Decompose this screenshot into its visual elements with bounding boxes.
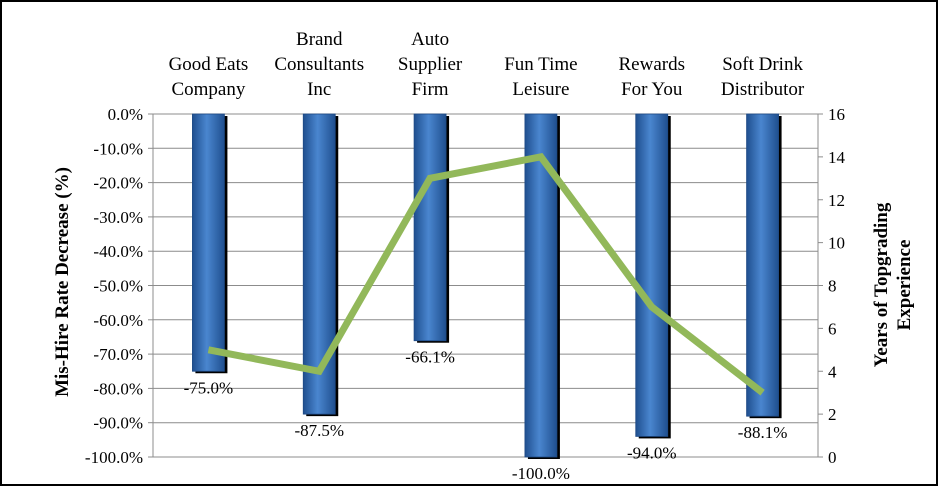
y-left-tick-label: -50.0% bbox=[93, 277, 143, 296]
bar-data-label: -88.1% bbox=[738, 423, 788, 442]
category-label: Brand Consultants Inc bbox=[274, 29, 364, 100]
bar-data-label: -66.1% bbox=[405, 348, 455, 367]
line-series bbox=[207, 153, 765, 396]
y-left-tick-label: -60.0% bbox=[93, 311, 143, 330]
category-label-line: Distributor bbox=[721, 79, 805, 100]
y-right-tick-label: 10 bbox=[828, 234, 845, 253]
y-left-tick-label: -30.0% bbox=[93, 208, 143, 227]
category-label-line: Consultants bbox=[274, 54, 364, 75]
bar bbox=[302, 113, 336, 415]
category-label-line: Soft Drink bbox=[722, 54, 803, 75]
y-left-tick-label: -70.0% bbox=[93, 345, 143, 364]
y-right-tick-label: 8 bbox=[828, 277, 837, 296]
y-right-tick-label: 6 bbox=[828, 319, 837, 338]
bar bbox=[192, 113, 225, 372]
y-left-tick-label: -10.0% bbox=[93, 139, 143, 158]
bar bbox=[524, 113, 558, 458]
bar-data-label: -75.0% bbox=[184, 378, 234, 397]
category-label-line: Leisure bbox=[512, 79, 569, 100]
y-left-tick-label: -90.0% bbox=[93, 414, 143, 433]
category-label: Good Eats Company bbox=[169, 54, 249, 100]
category-label-line: Fun Time bbox=[504, 54, 577, 75]
y-left-tick-label: -20.0% bbox=[93, 174, 143, 193]
y-left-tick-label: 0.0% bbox=[108, 105, 143, 124]
category-label-line: Rewards bbox=[619, 54, 685, 75]
y-right-axis-title: Years of Topgrading Experience bbox=[871, 202, 915, 367]
y-left-tick-label: -80.0% bbox=[93, 379, 143, 398]
y-right-tick-label: 4 bbox=[828, 362, 837, 381]
y-left-tick-label: -40.0% bbox=[93, 242, 143, 261]
category-label-line: Supplier bbox=[398, 54, 463, 75]
category-label: Auto Supplier Firm bbox=[398, 29, 463, 100]
y-right-tick-label: 0 bbox=[828, 448, 837, 467]
y-right-tick-label: 14 bbox=[828, 148, 846, 167]
bar-data-label: -94.0% bbox=[627, 443, 677, 462]
category-label-line: Firm bbox=[412, 79, 449, 100]
category-label-line: For You bbox=[621, 79, 683, 100]
category-label: Rewards For You bbox=[619, 54, 685, 100]
category-label: Soft Drink Distributor bbox=[721, 54, 805, 100]
bar bbox=[635, 113, 669, 437]
bar-data-label: -87.5% bbox=[294, 421, 344, 440]
y-right-tick-label: 16 bbox=[828, 105, 845, 124]
category-label-line: Auto bbox=[411, 29, 449, 50]
y-left-axis-title: Mis-Hire Rate Decrease (%) bbox=[52, 167, 73, 397]
bar-data-label: -100.0% bbox=[512, 464, 570, 483]
category-label: Fun Time Leisure bbox=[504, 54, 577, 100]
category-label-line: Company bbox=[171, 79, 245, 100]
bar bbox=[746, 113, 779, 417]
y-right-tick-label: 2 bbox=[828, 405, 837, 424]
y-right-axis-title-line-1: Years of Topgrading bbox=[871, 202, 892, 367]
y-right-axis-title-line-2: Experience bbox=[894, 240, 915, 331]
bar bbox=[413, 113, 447, 342]
y-left-tick-label: -100.0% bbox=[85, 448, 143, 467]
category-label-line: Brand bbox=[296, 29, 343, 50]
category-label-line: Good Eats bbox=[169, 54, 249, 75]
y-right-tick-label: 12 bbox=[828, 191, 845, 210]
category-label-line: Inc bbox=[307, 79, 331, 100]
